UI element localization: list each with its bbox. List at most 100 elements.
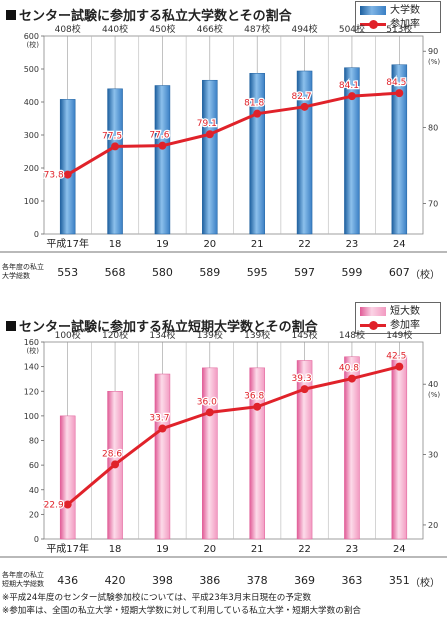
rate-point bbox=[300, 102, 309, 111]
chart1-table-label: 各年度の私立 大学総数 bbox=[2, 263, 44, 280]
table-value: 599 bbox=[341, 266, 363, 279]
y-tick-label: 20 bbox=[29, 510, 39, 519]
legend-line-label: 参加率 bbox=[390, 19, 420, 30]
y-tick-label: 40 bbox=[29, 486, 39, 495]
x-tick-label: 21 bbox=[251, 239, 264, 250]
line-swatch-icon bbox=[360, 20, 386, 29]
y-tick-label-right: 80 bbox=[428, 123, 438, 132]
rate-label: 77.6 bbox=[149, 131, 169, 141]
chart2-legend: 短大数 参加率 bbox=[355, 302, 441, 334]
rate-point bbox=[158, 141, 167, 150]
bar bbox=[107, 88, 123, 235]
table-value: 589 bbox=[199, 266, 221, 279]
rate-line bbox=[66, 365, 400, 506]
y-tick-label: 100 bbox=[24, 412, 39, 421]
bar-label: 139校 bbox=[244, 329, 270, 341]
rate-point bbox=[253, 402, 262, 411]
chart1-title: センター試験に参加する私立大学数とその割合 bbox=[6, 5, 292, 24]
chart2-table-label: 各年度の私立 短期大学総数 bbox=[2, 571, 44, 588]
y-tick-label: 200 bbox=[24, 164, 39, 173]
x-tick-label: 24 bbox=[393, 239, 406, 250]
x-tick-label: 23 bbox=[346, 239, 359, 250]
y-tick-label-right: 20 bbox=[428, 521, 438, 530]
rate-point bbox=[111, 142, 120, 151]
table-value: 386 bbox=[199, 574, 221, 587]
bar bbox=[202, 367, 218, 540]
bar bbox=[344, 67, 360, 235]
legend-bar-label: 大学数 bbox=[390, 5, 420, 16]
bar bbox=[59, 99, 76, 235]
x-tick-label: 23 bbox=[346, 544, 359, 555]
rate-label: 28.6 bbox=[102, 449, 122, 459]
legend-line-label: 参加率 bbox=[390, 320, 420, 331]
rate-label: 33.7 bbox=[149, 414, 169, 424]
chart1-table-unit: （校） bbox=[410, 270, 440, 281]
table-value: 369 bbox=[294, 574, 316, 587]
note-1: ※平成24年度のセンター試験参加校については、平成23年3月末日現在の予定数 bbox=[2, 593, 312, 603]
y-tick-label: 120 bbox=[24, 387, 39, 396]
rate-point bbox=[300, 385, 309, 394]
bar-swatch-icon bbox=[360, 6, 386, 15]
y-tick-label: 160 bbox=[24, 338, 39, 347]
bar bbox=[59, 415, 76, 540]
y-tick-label: 60 bbox=[29, 461, 39, 470]
chart2-title: センター試験に参加する私立短期大学数とその割合 bbox=[6, 316, 318, 335]
bar-label: 450校 bbox=[149, 23, 175, 35]
x-tick-label: 平成17年 bbox=[46, 542, 89, 555]
table-value: 553 bbox=[57, 266, 79, 279]
line-swatch-icon bbox=[360, 321, 386, 330]
rate-point bbox=[395, 89, 404, 98]
table-value: 363 bbox=[341, 574, 363, 587]
y-tick-label-right: 30 bbox=[428, 451, 438, 460]
chart2-table-unit: （校） bbox=[410, 578, 440, 589]
rate-point bbox=[158, 424, 167, 433]
bar-label: 149校 bbox=[386, 329, 412, 341]
rate-label: 39.3 bbox=[292, 374, 312, 384]
title-square-icon bbox=[6, 321, 16, 331]
table-value: 420 bbox=[104, 574, 126, 587]
bar bbox=[154, 85, 171, 235]
rate-label: 79.1 bbox=[197, 119, 217, 129]
table-value: 580 bbox=[151, 266, 173, 279]
x-tick-label: 19 bbox=[156, 544, 169, 555]
bar-label: 100校 bbox=[55, 329, 81, 341]
rate-label: 40.8 bbox=[339, 364, 359, 374]
y-tick-label-right: 40 bbox=[428, 380, 438, 389]
rate-label: 84.5 bbox=[386, 78, 406, 88]
y-tick-label: 0 bbox=[34, 535, 39, 544]
chart1-plot: 0 100 200 300 400 500 600(校) 70 80 90 (%) 408校 440校 4… bbox=[0, 23, 447, 253]
rate-label: 84.1 bbox=[339, 81, 359, 91]
bar-label: 487校 bbox=[244, 23, 270, 35]
y-axis-label-right: (%) bbox=[428, 58, 440, 66]
x-tick-label: 20 bbox=[203, 239, 216, 250]
table-value: 378 bbox=[246, 574, 268, 587]
bar-label: 145校 bbox=[291, 329, 317, 341]
x-tick-label: 21 bbox=[251, 544, 264, 555]
rate-label: 36.0 bbox=[197, 397, 217, 407]
rate-point bbox=[111, 460, 120, 469]
bar bbox=[391, 355, 408, 540]
bar-label: 139校 bbox=[197, 329, 223, 341]
y-tick-label-right: 90 bbox=[428, 47, 438, 56]
y-axis-label-left: (校) bbox=[27, 346, 40, 355]
bar-swatch-icon bbox=[360, 307, 386, 316]
bar bbox=[249, 367, 265, 540]
x-tick-label: 20 bbox=[203, 544, 216, 555]
rate-label: 77.5 bbox=[102, 131, 122, 141]
bar bbox=[249, 73, 265, 235]
table-value: 398 bbox=[151, 574, 173, 587]
title-square-icon bbox=[6, 10, 16, 20]
table-value: 595 bbox=[246, 266, 268, 279]
bar-label: 513校 bbox=[386, 23, 412, 35]
rate-label: 73.8 bbox=[44, 171, 64, 181]
y-tick-label: 400 bbox=[24, 98, 39, 107]
rate-point bbox=[63, 500, 72, 509]
bar-label: 494校 bbox=[291, 23, 317, 35]
bar-label: 466校 bbox=[197, 23, 223, 35]
bar-label: 148校 bbox=[339, 329, 365, 341]
y-tick-label: 600 bbox=[24, 32, 39, 41]
bar-label: 408校 bbox=[55, 23, 81, 35]
x-tick-label: 18 bbox=[109, 544, 122, 555]
rate-point bbox=[347, 374, 356, 383]
bar bbox=[296, 70, 313, 235]
